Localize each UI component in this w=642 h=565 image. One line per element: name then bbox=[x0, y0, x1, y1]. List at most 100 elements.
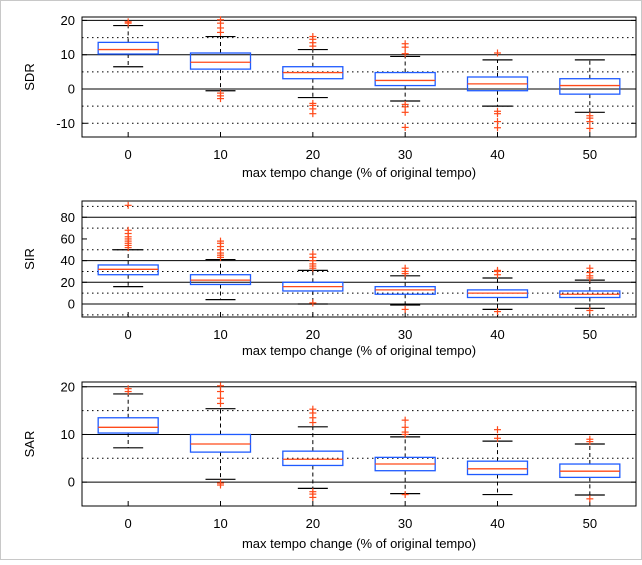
box-10 bbox=[189, 237, 252, 301]
x-tick-label: 0 bbox=[125, 147, 132, 162]
x-tick-label: 30 bbox=[398, 516, 412, 531]
x-tick-label: 30 bbox=[398, 327, 412, 342]
box-30 bbox=[374, 416, 436, 499]
box-30 bbox=[374, 264, 436, 313]
box-iqr bbox=[97, 41, 159, 55]
outlier-marker bbox=[494, 110, 501, 118]
outlier-marker bbox=[586, 306, 594, 314]
x-axis-label: max tempo change (% of original tempo) bbox=[242, 536, 476, 551]
panels: 20 10 0 -10 0 10 20 30 40 50 max tempo change (% o… bbox=[22, 13, 637, 551]
y-tick-label: 40 bbox=[61, 253, 75, 268]
y-tick-label: 10 bbox=[61, 47, 75, 62]
box-iqr bbox=[466, 460, 529, 476]
box-iqr bbox=[282, 450, 344, 467]
box-20 bbox=[282, 250, 344, 307]
outlier-marker bbox=[401, 423, 409, 431]
outlier-marker bbox=[586, 118, 594, 126]
outlier-marker bbox=[401, 123, 409, 131]
x-tick-label: 50 bbox=[583, 147, 597, 162]
x-tick-label: 10 bbox=[213, 516, 227, 531]
box-iqr bbox=[559, 78, 621, 95]
x-axis-label: max tempo change (% of original tempo) bbox=[242, 343, 476, 358]
box-40 bbox=[466, 266, 529, 316]
x-tick-label: 20 bbox=[306, 327, 320, 342]
x-tick-label: 0 bbox=[125, 516, 132, 531]
outlier-marker bbox=[309, 250, 317, 258]
y-tick-label: 60 bbox=[61, 231, 75, 246]
box-20 bbox=[282, 33, 344, 118]
outlier-marker bbox=[309, 110, 317, 118]
outlier-marker bbox=[401, 108, 409, 116]
y-tick-label: 20 bbox=[61, 13, 75, 28]
box-0 bbox=[97, 385, 159, 449]
x-tick-label: 30 bbox=[398, 147, 412, 162]
outlier-marker bbox=[217, 481, 224, 489]
outlier-marker bbox=[217, 95, 224, 103]
outlier-marker bbox=[494, 124, 501, 132]
outlier-marker bbox=[217, 394, 224, 402]
x-tick-label: 40 bbox=[490, 516, 504, 531]
outlier-marker bbox=[309, 493, 317, 501]
panel-sdr: 20 10 0 -10 0 10 20 30 40 50 max tempo change (% o… bbox=[22, 13, 637, 180]
outlier-marker bbox=[124, 385, 132, 393]
x-tick-label: 20 bbox=[306, 516, 320, 531]
box-40 bbox=[466, 49, 529, 132]
outlier-marker bbox=[401, 305, 409, 313]
y-tick-label: 80 bbox=[61, 210, 75, 225]
outlier-marker bbox=[217, 16, 224, 24]
box-0 bbox=[97, 18, 159, 68]
outlier-marker bbox=[124, 226, 132, 234]
x-axis-label: max tempo change (% of original tempo) bbox=[242, 165, 476, 180]
x-tick-label: 50 bbox=[583, 327, 597, 342]
outlier-marker bbox=[217, 237, 224, 245]
outlier-marker bbox=[586, 495, 594, 503]
outlier-marker bbox=[124, 18, 132, 26]
y-tick-label: 0 bbox=[68, 475, 75, 490]
axes-frame bbox=[81, 16, 637, 138]
y-tick-label: 0 bbox=[68, 296, 75, 311]
x-tick-label: 40 bbox=[490, 147, 504, 162]
box-50 bbox=[559, 435, 621, 503]
x-tick-label: 0 bbox=[125, 327, 132, 342]
outlier-marker bbox=[494, 434, 501, 442]
box-0 bbox=[97, 201, 159, 288]
x-tick-label: 10 bbox=[213, 147, 227, 162]
box-10 bbox=[189, 382, 252, 489]
outlier-marker bbox=[401, 40, 409, 48]
outlier-marker bbox=[401, 264, 409, 272]
x-tick-label: 40 bbox=[490, 327, 504, 342]
box-20 bbox=[282, 405, 344, 501]
outlier-marker bbox=[401, 50, 409, 58]
outlier-marker bbox=[309, 299, 317, 307]
outlier-marker bbox=[401, 491, 409, 499]
x-tick-label: 50 bbox=[583, 516, 597, 531]
x-tick-label: 10 bbox=[213, 327, 227, 342]
box-30 bbox=[374, 40, 436, 131]
outlier-marker bbox=[494, 49, 501, 57]
outlier-marker bbox=[586, 124, 594, 132]
outlier-marker bbox=[309, 33, 317, 41]
box-50 bbox=[559, 264, 621, 314]
outlier-marker bbox=[401, 416, 409, 424]
outlier-marker bbox=[309, 405, 317, 413]
y-tick-label: 0 bbox=[68, 82, 75, 97]
outlier-marker bbox=[586, 264, 594, 272]
y-tick-label: 10 bbox=[61, 427, 75, 442]
panel-sar: 20 10 0 0 10 20 30 40 50 max tempo change (% of o… bbox=[22, 379, 637, 551]
axes-frame bbox=[81, 200, 637, 318]
outlier-marker bbox=[586, 435, 594, 443]
box-iqr bbox=[374, 71, 436, 87]
box-50 bbox=[559, 59, 621, 132]
box-iqr bbox=[97, 417, 159, 434]
outlier-marker bbox=[494, 118, 501, 126]
outlier-marker bbox=[494, 266, 501, 274]
box-10 bbox=[189, 16, 252, 103]
x-tick-label: 20 bbox=[306, 147, 320, 162]
y-axis-label: SAR bbox=[22, 431, 37, 458]
y-tick-label: 20 bbox=[61, 275, 75, 290]
panel-sir: 80 60 40 20 0 0 10 20 30 40 50 max tempo change (% … bbox=[22, 200, 637, 358]
y-axis-label: SIR bbox=[22, 248, 37, 270]
